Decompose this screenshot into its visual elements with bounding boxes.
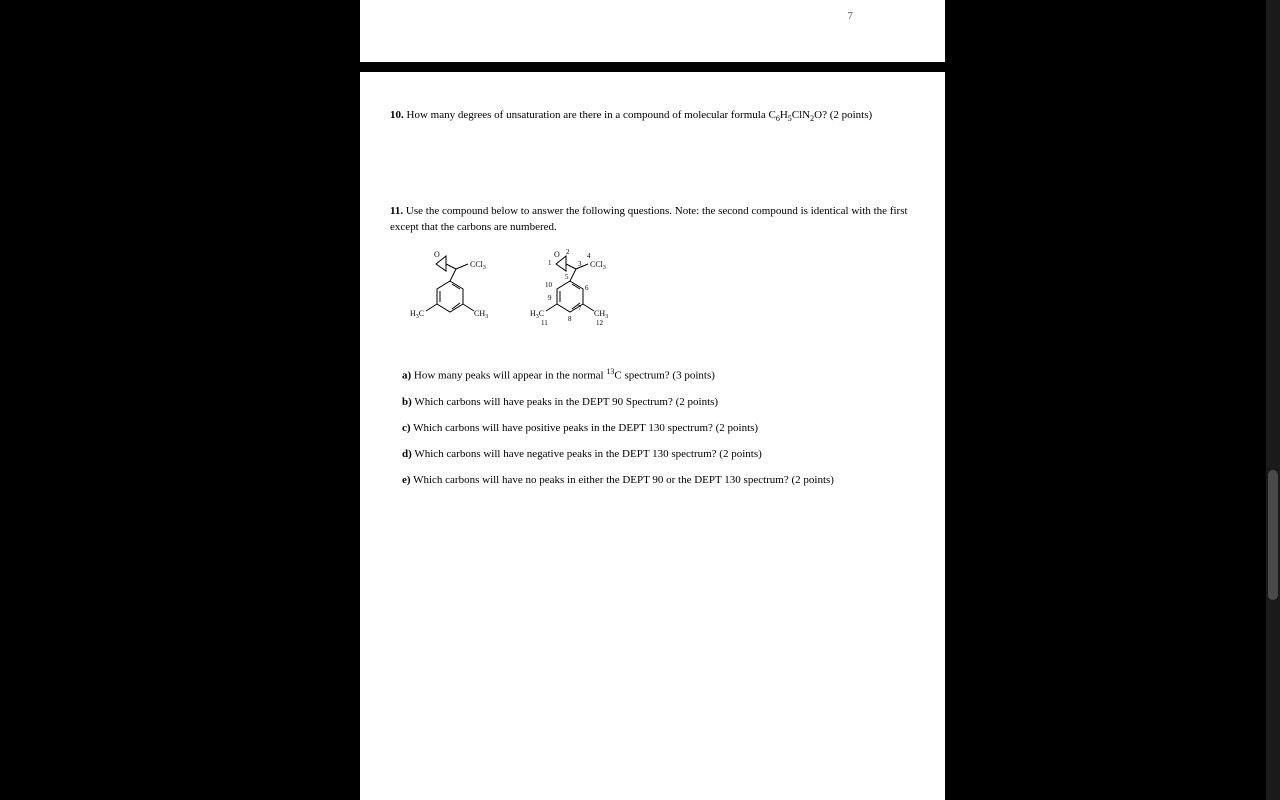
- q11-part-e: e) Which carbons will have no peaks in e…: [402, 474, 915, 486]
- q11-subparts: a) How many peaks will appear in the nor…: [402, 367, 915, 486]
- structure-svg: O CCl3: [398, 249, 638, 339]
- q11-part-a: a) How many peaks will appear in the nor…: [402, 367, 915, 382]
- svg-text:O: O: [554, 250, 560, 259]
- svg-text:CCl3: CCl3: [470, 260, 486, 271]
- svg-text:3: 3: [578, 260, 582, 268]
- q11-number: 11.: [390, 205, 403, 217]
- svg-text:6: 6: [585, 284, 589, 292]
- svg-text:CH3: CH3: [474, 309, 488, 320]
- q10-number: 10.: [390, 109, 404, 121]
- q10-text-b: ? (2 points): [822, 109, 872, 121]
- svg-text:10: 10: [545, 281, 553, 289]
- q10-formula: C6H5ClN2O: [768, 109, 822, 121]
- q11-text: Use the compound below to answer the fol…: [390, 205, 908, 232]
- q10-text-a: How many degrees of unsaturation are the…: [404, 109, 769, 121]
- structure-right: O CCl3 H3C CH3 1 2: [530, 249, 608, 327]
- q11-part-b: b) Which carbons will have peaks in the …: [402, 396, 915, 408]
- q11-part-d: d) Which carbons will have negative peak…: [402, 448, 915, 460]
- svg-text:5: 5: [565, 273, 569, 281]
- question-10: 10. How many degrees of unsaturation are…: [390, 108, 915, 124]
- svg-text:1: 1: [548, 259, 552, 267]
- svg-text:8: 8: [568, 315, 572, 323]
- page-number: 7: [848, 10, 854, 22]
- q11-part-c: c) Which carbons will have positive peak…: [402, 422, 915, 434]
- page-current: 10. How many degrees of unsaturation are…: [360, 72, 945, 800]
- svg-text:11: 11: [541, 319, 548, 327]
- svg-text:2: 2: [566, 249, 570, 256]
- structure-left: O CCl3: [410, 250, 488, 320]
- svg-text:H3C: H3C: [410, 309, 424, 320]
- pdf-viewer: 7 10. How many degrees of unsaturation a…: [0, 0, 1280, 800]
- svg-text:CCl3: CCl3: [590, 260, 606, 271]
- question-11: 11. Use the compound below to answer the…: [390, 204, 915, 235]
- scrollbar-track[interactable]: [1266, 0, 1280, 800]
- svg-text:9: 9: [548, 294, 552, 302]
- svg-text:O: O: [434, 250, 440, 259]
- scrollbar-thumb[interactable]: [1268, 470, 1278, 600]
- svg-text:12: 12: [596, 319, 604, 327]
- page-previous: 7: [360, 0, 945, 62]
- svg-text:7: 7: [578, 304, 582, 312]
- q11-structures: O CCl3: [398, 249, 915, 339]
- svg-text:4: 4: [587, 252, 591, 260]
